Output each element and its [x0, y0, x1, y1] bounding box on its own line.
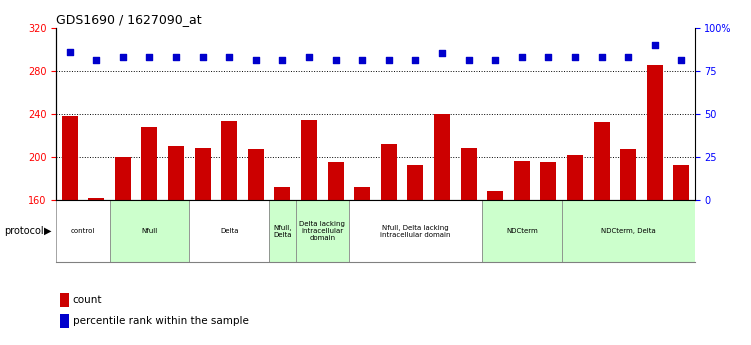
Bar [62, 116, 77, 200]
Point [223, 54, 235, 60]
Bar [56, 200, 110, 262]
Point [356, 58, 368, 63]
Point [330, 58, 342, 63]
Bar [487, 191, 503, 200]
Bar [354, 187, 370, 200]
Bar [674, 165, 689, 200]
Bar [541, 162, 556, 200]
Text: GDS1690 / 1627090_at: GDS1690 / 1627090_at [56, 13, 202, 27]
Bar [460, 148, 477, 200]
Bar [349, 200, 482, 262]
Text: control: control [71, 228, 95, 234]
Bar [620, 149, 636, 200]
Bar [593, 122, 610, 200]
Bar [514, 161, 529, 200]
Text: NDCterm: NDCterm [506, 228, 538, 234]
Point [569, 54, 581, 60]
Point [90, 58, 102, 63]
Bar [168, 146, 184, 200]
Point [675, 58, 687, 63]
Point [197, 54, 209, 60]
Bar [248, 149, 264, 200]
Bar [141, 127, 158, 200]
Bar [408, 165, 424, 200]
Point [542, 54, 554, 60]
Text: Nfull: Nfull [141, 228, 158, 234]
Text: ▶: ▶ [44, 226, 51, 236]
Bar [189, 200, 269, 262]
Point [516, 54, 528, 60]
Bar [274, 187, 291, 200]
Point [303, 54, 315, 60]
Point [170, 54, 182, 60]
Point [276, 58, 288, 63]
Bar [89, 198, 104, 200]
Text: percentile rank within the sample: percentile rank within the sample [73, 316, 249, 326]
Bar [110, 200, 189, 262]
Point [649, 42, 661, 48]
Point [596, 54, 608, 60]
Point [117, 54, 129, 60]
Bar [381, 144, 397, 200]
Point [64, 49, 76, 55]
Bar [301, 120, 317, 200]
Point [250, 58, 262, 63]
Point [409, 58, 421, 63]
Text: protocol: protocol [4, 226, 44, 236]
Bar [562, 200, 695, 262]
Text: Delta: Delta [220, 228, 239, 234]
Bar [115, 157, 131, 200]
Point [489, 58, 501, 63]
Bar [269, 200, 296, 262]
Point [143, 54, 155, 60]
Point [463, 58, 475, 63]
Text: Nfull,
Delta: Nfull, Delta [273, 225, 291, 238]
Bar [434, 114, 450, 200]
Bar [222, 121, 237, 200]
Bar [195, 148, 210, 200]
Bar [327, 162, 344, 200]
Bar [647, 65, 663, 200]
Bar [296, 200, 349, 262]
Text: Nfull, Delta lacking
intracellular domain: Nfull, Delta lacking intracellular domai… [380, 225, 451, 238]
Text: Delta lacking
intracellular
domain: Delta lacking intracellular domain [300, 221, 345, 241]
Bar [482, 200, 562, 262]
Point [383, 58, 395, 63]
Point [436, 51, 448, 56]
Point [622, 54, 634, 60]
Bar [567, 155, 583, 200]
Text: count: count [73, 295, 102, 305]
Text: NDCterm, Delta: NDCterm, Delta [601, 228, 656, 234]
